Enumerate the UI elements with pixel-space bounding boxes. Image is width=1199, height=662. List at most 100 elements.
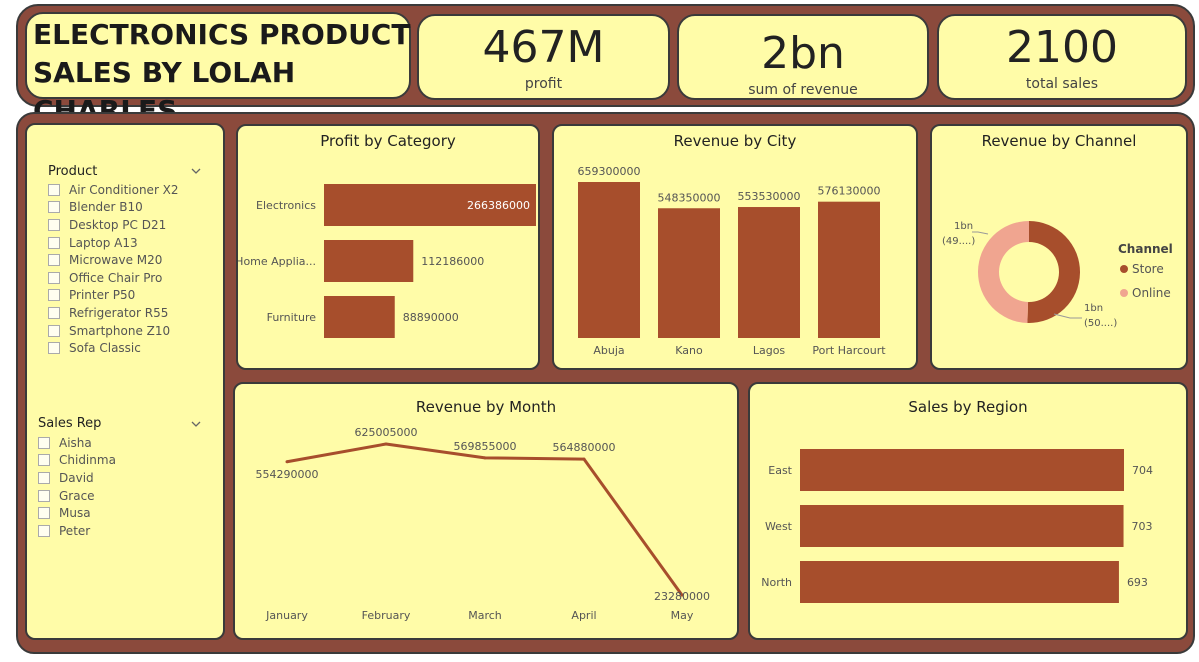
revenue-by-month-chart: 554290000 January 625005000 February 5698550… <box>256 426 711 622</box>
checkbox[interactable] <box>48 342 60 355</box>
data-label: 1bn <box>1084 303 1103 314</box>
data-label: 704 <box>1132 464 1153 477</box>
chart-title-revenue-by-channel: Revenue by Channel <box>981 132 1137 150</box>
product-slicer-item-sofa-classic[interactable]: Sofa Classic <box>48 339 179 357</box>
kpi-card-profit: 467M profit <box>417 14 670 100</box>
category-label: North <box>761 576 792 589</box>
kpi-value-profit: 467M <box>482 22 605 73</box>
legend-label-store: Store <box>1132 262 1164 276</box>
bar-west <box>800 505 1124 547</box>
product-slicer-list: Air Conditioner X2 Blender B10 Desktop PC … <box>48 181 179 357</box>
product-slicer-title: Product <box>48 164 98 179</box>
sales-rep-slicer-item-grace[interactable]: Grace <box>38 487 116 505</box>
product-slicer-chevron-icon[interactable] <box>190 165 202 177</box>
sales-rep-slicer-item-label: Peter <box>59 523 91 538</box>
product-slicer-item-label: Microwave M20 <box>69 253 163 268</box>
checkbox[interactable] <box>38 436 50 449</box>
product-slicer-item-desktop-pc-d21[interactable]: Desktop PC D21 <box>48 216 179 234</box>
revenue-by-city-chart: 659300000 Abuja 548350000 Kano 553530000 Lago… <box>578 165 887 357</box>
checkbox[interactable] <box>48 306 60 319</box>
kpi-label-profit: profit <box>524 76 563 92</box>
bar-furniture <box>324 296 395 338</box>
data-point <box>680 593 684 597</box>
checkbox[interactable] <box>48 271 60 284</box>
kpi-card-revenue: 2bn sum of revenue <box>677 14 929 100</box>
data-label: 659300000 <box>578 165 641 178</box>
legend-title: Channel <box>1118 242 1173 256</box>
sales-rep-slicer-item-label: Grace <box>59 488 95 503</box>
checkbox[interactable] <box>48 289 60 302</box>
x-tick-label: January <box>265 609 308 622</box>
checkbox[interactable] <box>48 324 60 337</box>
data-label: 88890000 <box>403 311 459 324</box>
checkbox[interactable] <box>48 218 60 231</box>
leader-line-store <box>1053 313 1082 319</box>
checkbox[interactable] <box>38 489 50 502</box>
product-slicer-item-refrigerator-r55[interactable]: Refrigerator R55 <box>48 304 179 322</box>
sales-rep-slicer-item-label: Chidinma <box>59 453 116 468</box>
product-slicer-item-label: Air Conditioner X2 <box>69 182 179 197</box>
slice-store <box>1027 221 1080 323</box>
sales-rep-slicer-item-label: David <box>59 470 94 485</box>
checkbox[interactable] <box>38 507 50 520</box>
data-label: 569855000 <box>454 440 517 453</box>
checkbox[interactable] <box>48 201 60 214</box>
revenue-by-channel-chart: 1bn (50....) 1bn (49....) Channel Store Online <box>942 221 1173 329</box>
chart-title-sales-by-region: Sales by Region <box>908 398 1028 416</box>
profit-by-category-card: Profit by Category Electronics 266386000 H… <box>236 124 540 370</box>
data-label: 625005000 <box>355 426 418 439</box>
product-slicer-item-blender-b10[interactable]: Blender B10 <box>48 199 179 217</box>
sales-rep-slicer-item-label: Musa <box>59 506 91 521</box>
data-label: 548350000 <box>658 191 721 204</box>
kpi-label-revenue: sum of revenue <box>748 82 858 98</box>
kpi-value-total-sales: 2100 <box>1006 22 1118 73</box>
revenue-by-channel-card: Revenue by Channel 1bn (50....) 1bn (49....… <box>930 124 1188 370</box>
chart-title-profit-by-category: Profit by Category <box>320 132 456 150</box>
product-slicer-item-label: Smartphone Z10 <box>69 323 171 338</box>
sales-rep-slicer-item-aisha[interactable]: Aisha <box>38 434 116 452</box>
category-label: West <box>765 520 793 533</box>
sales-rep-slicer-chevron-icon[interactable] <box>190 418 202 430</box>
slice-online <box>978 221 1029 323</box>
sales-rep-slicer-item-musa[interactable]: Musa <box>38 504 116 522</box>
category-label: Kano <box>675 344 703 357</box>
kpi-label-total-sales: total sales <box>1025 76 1099 92</box>
data-label: (49....) <box>942 236 975 247</box>
kpi-value-revenue: 2bn <box>761 28 845 79</box>
product-slicer-item-printer-p50[interactable]: Printer P50 <box>48 287 179 305</box>
category-label: Electronics <box>256 199 316 212</box>
product-slicer-item-microwave-m20[interactable]: Microwave M20 <box>48 251 179 269</box>
checkbox[interactable] <box>38 454 50 467</box>
checkbox[interactable] <box>48 254 60 267</box>
legend-marker-store <box>1120 265 1128 273</box>
checkbox[interactable] <box>48 183 60 196</box>
revenue-by-month-card: Revenue by Month 554290000 January 6250050… <box>233 382 739 640</box>
checkbox[interactable] <box>48 236 60 249</box>
data-label: 1bn <box>954 221 973 232</box>
bar-electronics <box>324 184 536 226</box>
data-label: 112186000 <box>421 255 484 268</box>
bar-kano <box>658 208 720 338</box>
data-label: 703 <box>1132 520 1153 533</box>
product-slicer-item-laptop-a13[interactable]: Laptop A13 <box>48 234 179 252</box>
product-slicer-item-label: Blender B10 <box>69 200 143 215</box>
checkbox[interactable] <box>38 471 50 484</box>
data-point <box>483 456 487 460</box>
checkbox[interactable] <box>38 524 50 537</box>
product-slicer-item-label: Sofa Classic <box>69 341 141 356</box>
category-label: Home Applia... <box>238 255 316 268</box>
sales-rep-slicer-list: Aisha Chidinma David Grace Musa Peter <box>38 434 116 540</box>
product-slicer-item-office-chair-pro[interactable]: Office Chair Pro <box>48 269 179 287</box>
category-label: Abuja <box>593 344 624 357</box>
sales-rep-slicer-item-chidinma[interactable]: Chidinma <box>38 452 116 470</box>
sales-rep-slicer-item-david[interactable]: David <box>38 469 116 487</box>
bar-lagos <box>738 207 800 338</box>
data-label: (50....) <box>1084 318 1117 329</box>
bar-home-applia <box>324 240 414 282</box>
sales-rep-slicer-item-peter[interactable]: Peter <box>38 522 116 540</box>
data-label: 576130000 <box>818 185 881 198</box>
product-slicer-item-air-conditioner-x2[interactable]: Air Conditioner X2 <box>48 181 179 199</box>
product-slicer-item-smartphone-z10[interactable]: Smartphone Z10 <box>48 322 179 340</box>
bar-abuja <box>578 182 640 338</box>
product-slicer-item-label: Laptop A13 <box>69 235 138 250</box>
